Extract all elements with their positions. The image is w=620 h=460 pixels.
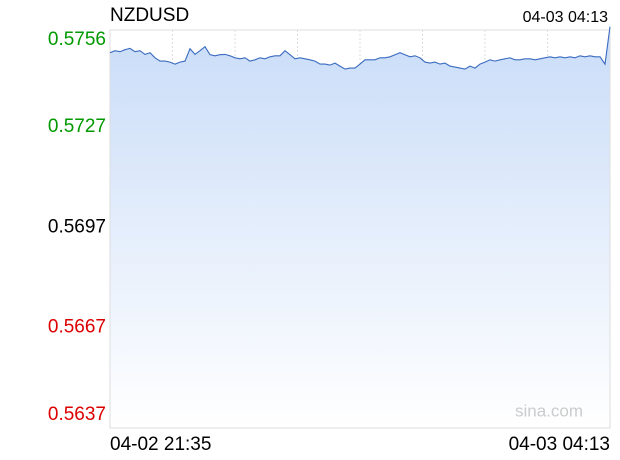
y-tick-label: 0.5697	[48, 216, 106, 237]
y-tick-label: 0.5727	[48, 116, 106, 137]
watermark: sina.com	[515, 401, 583, 420]
chart-title: NZDUSD	[110, 5, 189, 26]
timestamp: 04-03 04:13	[523, 9, 609, 26]
y-tick-label: 0.5637	[48, 404, 106, 425]
x-tick-label: 04-03 04:13	[509, 434, 610, 455]
plot-border	[109, 29, 611, 429]
line	[109, 26, 611, 70]
y-tick-label: 0.5667	[48, 317, 106, 338]
x-tick-label: 04-02 21:35	[110, 434, 211, 455]
area	[110, 26, 610, 428]
y-tick-label: 0.5756	[48, 29, 106, 50]
